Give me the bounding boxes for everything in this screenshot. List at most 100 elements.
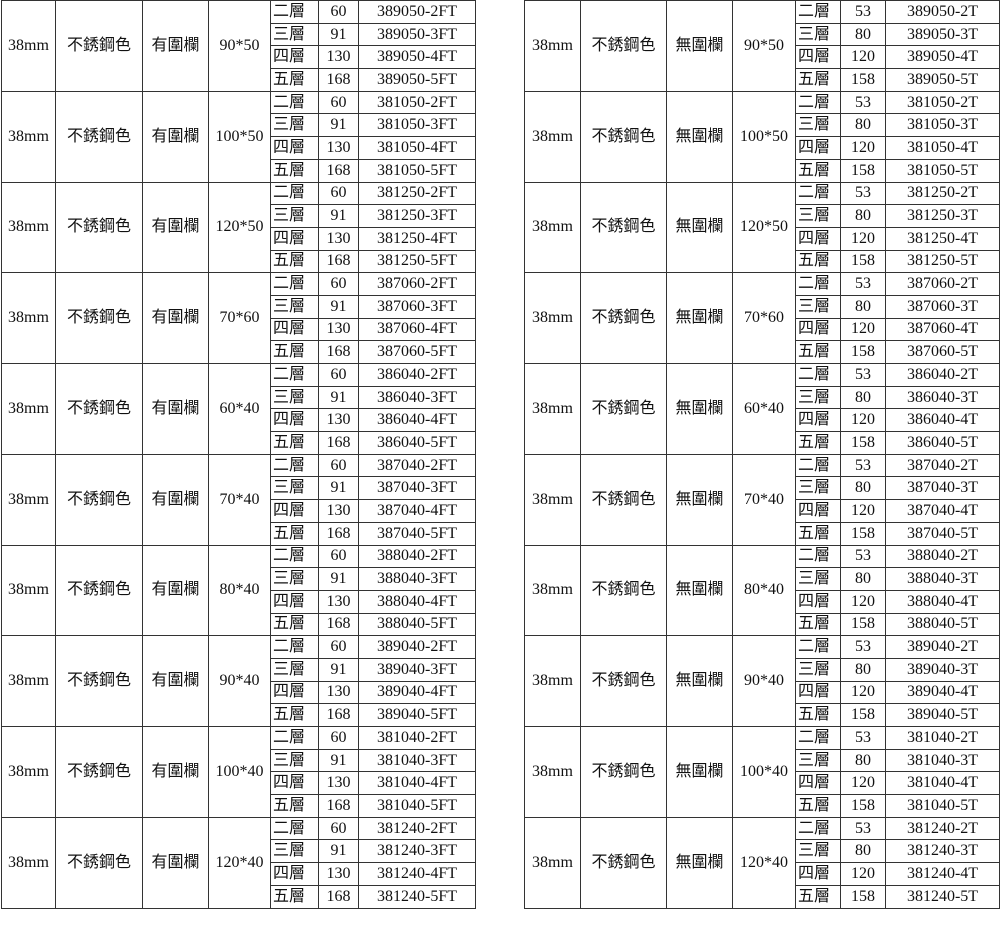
code-cell: 387040-2FT (358, 453, 476, 478)
color-cell: 不銹鋼色 (580, 453, 667, 546)
code-cell: 388040-5FT (358, 612, 476, 637)
level-cell: 五層 (270, 68, 319, 92)
code-cell: 386040-2T (885, 363, 1000, 387)
level-cell: 三層 (795, 385, 841, 410)
height-cell: 91 (318, 476, 359, 501)
height-cell: 168 (318, 794, 359, 818)
size-cell: 90*40 (208, 635, 271, 727)
height-cell: 53 (840, 90, 886, 115)
code-cell: 381240-3FT (358, 839, 476, 864)
height-cell: 130 (318, 45, 359, 70)
code-cell: 381250-5T (885, 249, 1000, 274)
table-row: 38mm 不銹鋼色 有圍欄 70*40 二層 60 387040-2FT (1, 453, 476, 546)
code-cell: 381040-2T (885, 726, 1000, 750)
diameter-cell: 38mm (1, 363, 56, 455)
level-cell: 五層 (270, 794, 319, 818)
code-cell: 386040-5T (885, 431, 1000, 455)
height-cell: 168 (318, 158, 359, 183)
code-cell: 387040-3FT (358, 476, 476, 501)
level-cell: 五層 (795, 794, 841, 818)
code-cell: 381250-3T (885, 204, 1000, 228)
diameter-cell: 38mm (524, 816, 581, 909)
size-cell: 70*60 (208, 272, 271, 364)
rail-type-cell: 無圍欄 (666, 272, 733, 364)
code-cell: 388040-2T (885, 544, 1000, 569)
code-cell: 389040-4T (885, 680, 1000, 705)
level-cell: 二層 (795, 635, 841, 659)
rail-type-cell: 無圍欄 (666, 90, 733, 183)
level-cell: 二層 (270, 272, 319, 296)
code-cell: 387040-4FT (358, 499, 476, 523)
table-row: 四層 120 381250-4T (525, 226, 1000, 251)
table-row: 三層 80 381240-3T (525, 839, 1000, 864)
code-cell: 389040-3FT (358, 657, 476, 682)
color-cell: 不銹鋼色 (580, 816, 667, 909)
level-cell: 二層 (270, 816, 319, 841)
level-cell: 二層 (795, 816, 841, 841)
level-cell: 三層 (795, 748, 841, 773)
diameter-cell: 38mm (524, 272, 581, 364)
level-cell: 三層 (795, 567, 841, 591)
rail-type-cell: 有圍欄 (142, 0, 209, 92)
code-cell: 387060-5T (885, 340, 1000, 364)
level-cell: 三層 (270, 385, 319, 410)
code-cell: 387040-2T (885, 453, 1000, 478)
height-cell: 80 (840, 748, 886, 773)
color-cell: 不銹鋼色 (580, 0, 667, 92)
level-cell: 四層 (270, 589, 319, 614)
height-cell: 130 (318, 317, 359, 342)
code-cell: 389050-2T (885, 0, 1000, 24)
code-cell: 381250-4T (885, 226, 1000, 251)
code-cell: 387060-3T (885, 294, 1000, 319)
code-cell: 381050-4T (885, 136, 1000, 160)
diameter-cell: 38mm (1, 90, 56, 183)
code-cell: 387060-4FT (358, 317, 476, 342)
table-row: 五層 158 389050-5T (525, 68, 1000, 92)
rail-type-cell: 無圍欄 (666, 635, 733, 727)
diameter-cell: 38mm (1, 453, 56, 546)
height-cell: 120 (840, 862, 886, 886)
diameter-cell: 38mm (524, 0, 581, 92)
code-cell: 381040-5FT (358, 794, 476, 818)
code-cell: 386040-5FT (358, 431, 476, 455)
height-cell: 168 (318, 521, 359, 546)
table-row: 五層 158 381240-5T (525, 884, 1000, 909)
height-cell: 60 (318, 90, 359, 115)
level-cell: 五層 (270, 521, 319, 546)
table-row: 三層 91 381250-3FT (2, 204, 476, 228)
size-cell: 100*50 (208, 90, 271, 183)
table-row: 四層 120 381050-4T (525, 136, 1000, 160)
code-cell: 381250-5FT (358, 249, 476, 274)
color-cell: 不銹鋼色 (580, 726, 667, 818)
height-cell: 53 (840, 544, 886, 569)
code-cell: 381050-5T (885, 158, 1000, 183)
code-cell: 389050-3T (885, 22, 1000, 47)
height-cell: 130 (318, 771, 359, 796)
level-cell: 三層 (270, 839, 319, 864)
level-cell: 三層 (270, 294, 319, 319)
color-cell: 不銹鋼色 (580, 272, 667, 364)
size-cell: 90*50 (732, 0, 796, 92)
level-cell: 五層 (795, 703, 841, 727)
height-cell: 158 (840, 68, 886, 92)
rail-type-cell: 有圍欄 (142, 90, 209, 183)
code-cell: 388040-5T (885, 612, 1000, 637)
height-cell: 120 (840, 408, 886, 433)
code-cell: 381040-3FT (358, 748, 476, 773)
height-cell: 80 (840, 294, 886, 319)
height-cell: 158 (840, 703, 886, 727)
table-row: 38mm 不銹鋼色 無圍欄 60*40 二層 53 386040-2T (524, 363, 1000, 455)
level-cell: 二層 (270, 90, 319, 115)
level-cell: 五層 (270, 884, 319, 909)
height-cell: 80 (840, 204, 886, 228)
height-cell: 91 (318, 657, 359, 682)
diameter-cell: 38mm (1, 816, 56, 909)
code-cell: 381240-3T (885, 839, 1000, 864)
code-cell: 381040-3T (885, 748, 1000, 773)
code-cell: 381050-2FT (358, 90, 476, 115)
height-cell: 120 (840, 589, 886, 614)
code-cell: 389050-4T (885, 45, 1000, 70)
height-cell: 130 (318, 136, 359, 160)
table-row: 38mm 不銹鋼色 有圍欄 70*60 二層 60 387060-2FT (1, 272, 476, 364)
color-cell: 不銹鋼色 (55, 816, 143, 909)
